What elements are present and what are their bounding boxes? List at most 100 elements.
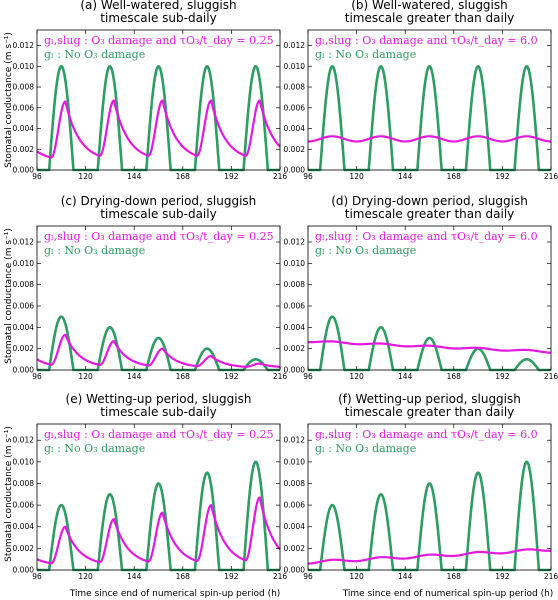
y-tick-label: 0.002 (284, 344, 306, 353)
x-tick-label: 168 (176, 172, 191, 181)
y-tick-label: 0.004 (13, 124, 35, 133)
y-tick-label: 0.010 (13, 457, 35, 466)
x-axis-label: Time since end of numerical spin-up peri… (342, 589, 554, 599)
x-tick-label: 96 (303, 172, 313, 181)
panel-title: timescale greater than daily (345, 405, 515, 419)
y-tick-label: 0.006 (13, 501, 35, 510)
plot-frame (307, 423, 552, 571)
y-tick-label: 0.006 (284, 103, 306, 112)
y-tick-label: 0.000 (13, 366, 35, 375)
y-tick-label: 0.008 (284, 479, 306, 488)
panel-title: (a) Well-watered, sluggish (80, 0, 236, 12)
y-tick-label: 0.004 (284, 124, 306, 133)
y-tick-label: 0.008 (13, 83, 35, 92)
x-tick-label: 216 (544, 172, 558, 181)
x-tick-label: 120 (78, 172, 93, 181)
x-tick-label: 120 (349, 372, 364, 381)
legend-entry-no-damage: gₗ : No O₃ damage (44, 48, 145, 61)
y-tick-label: 0.004 (13, 323, 35, 332)
x-tick-label: 144 (398, 572, 413, 581)
y-tick-label: 0.012 (13, 238, 35, 247)
y-tick-label: 0.000 (13, 566, 35, 575)
y-tick-label: 0.002 (284, 145, 306, 154)
y-axis-label: Stomatal conductance (m s⁻¹) (4, 228, 14, 364)
x-tick-label: 96 (32, 372, 42, 381)
y-tick-label: 0.008 (13, 479, 35, 488)
x-tick-label: 144 (398, 172, 413, 181)
legend-entry-sluggish: gₗ,slug : O₃ damage and τO₃/t_day = 6.0 (315, 428, 538, 441)
legend-entry-no-damage: gₗ : No O₃ damage (44, 442, 145, 455)
legend-entry-sluggish: gₗ,slug : O₃ damage and τO₃/t_day = 6.0 (315, 34, 538, 47)
x-tick-label: 216 (273, 172, 288, 181)
x-tick-label: 216 (273, 372, 288, 381)
y-tick-label: 0.012 (284, 41, 306, 50)
y-axis-label: Stomatal conductance (m s⁻¹) (4, 32, 14, 168)
x-tick-label: 216 (544, 572, 558, 581)
series-line (307, 548, 552, 565)
y-tick-label: 0.008 (284, 280, 306, 289)
legend-entry-no-damage: gₗ : No O₃ damage (315, 442, 416, 455)
y-tick-label: 0.000 (284, 566, 306, 575)
panel-title: timescale greater than daily (345, 207, 515, 221)
legend-entry-no-damage: gₗ : No O₃ damage (315, 244, 416, 257)
y-tick-label: 0.012 (13, 436, 35, 445)
y-tick-label: 0.010 (13, 259, 35, 268)
panel-title: timescale sub-daily (100, 405, 216, 419)
x-tick-label: 192 (495, 572, 510, 581)
y-tick-label: 0.006 (284, 501, 306, 510)
panel-title: timescale sub-daily (100, 207, 216, 221)
x-tick-label: 96 (32, 172, 42, 181)
x-tick-label: 96 (32, 572, 42, 581)
panel-title: (b) Well-watered, sluggish (351, 0, 508, 12)
plot-frame (307, 29, 552, 171)
x-tick-label: 144 (127, 372, 142, 381)
y-tick-label: 0.004 (284, 522, 306, 531)
panel-title: (c) Drying-down period, sluggish (61, 194, 257, 208)
plot-frame (307, 225, 552, 371)
x-tick-label: 120 (349, 572, 364, 581)
y-tick-label: 0.012 (13, 41, 35, 50)
x-tick-label: 96 (303, 572, 313, 581)
plot-frame (36, 423, 281, 571)
x-tick-label: 168 (447, 572, 462, 581)
y-axis-label: Stomatal conductance (m s⁻¹) (4, 426, 14, 562)
y-tick-label: 0.002 (13, 344, 35, 353)
x-tick-label: 120 (78, 372, 93, 381)
y-tick-label: 0.000 (284, 166, 306, 175)
series-line (307, 65, 552, 172)
legend-entry-sluggish: gₗ,slug : O₃ damage and τO₃/t_day = 0.25 (44, 428, 274, 441)
series-line (36, 99, 281, 159)
chart-panel: (f) Wetting-up period, sluggishtimescale… (284, 392, 558, 581)
y-tick-label: 0.004 (284, 323, 306, 332)
x-tick-label: 120 (78, 572, 93, 581)
legend-entry-no-damage: gₗ : No O₃ damage (44, 244, 145, 257)
y-tick-label: 0.010 (284, 457, 306, 466)
x-tick-label: 144 (398, 372, 413, 381)
x-tick-label: 168 (447, 172, 462, 181)
x-axis-label: Time since end of numerical spin-up peri… (69, 589, 281, 599)
legend-entry-sluggish: gₗ,slug : O₃ damage and τO₃/t_day = 0.25 (44, 34, 274, 47)
x-tick-label: 144 (127, 572, 142, 581)
x-tick-label: 168 (176, 372, 191, 381)
x-tick-label: 192 (495, 172, 510, 181)
series-line (36, 496, 281, 565)
y-tick-label: 0.010 (13, 62, 35, 71)
x-tick-label: 168 (447, 372, 462, 381)
panel-title: (d) Drying-down period, sluggish (331, 194, 528, 208)
panel-title: timescale sub-daily (100, 11, 216, 25)
y-tick-label: 0.010 (284, 62, 306, 71)
legend-entry-sluggish: gₗ,slug : O₃ damage and τO₃/t_day = 0.25 (44, 230, 274, 243)
y-tick-label: 0.012 (284, 436, 306, 445)
series-line (36, 315, 281, 372)
x-tick-label: 168 (176, 572, 191, 581)
x-tick-label: 120 (349, 172, 364, 181)
panel-title: (f) Wetting-up period, sluggish (338, 392, 521, 406)
chart-panel: (c) Drying-down period, sluggishtimescal… (13, 194, 288, 381)
series-line (307, 340, 552, 354)
y-tick-label: 0.000 (13, 166, 35, 175)
y-tick-label: 0.002 (13, 145, 35, 154)
series-line (36, 460, 281, 572)
